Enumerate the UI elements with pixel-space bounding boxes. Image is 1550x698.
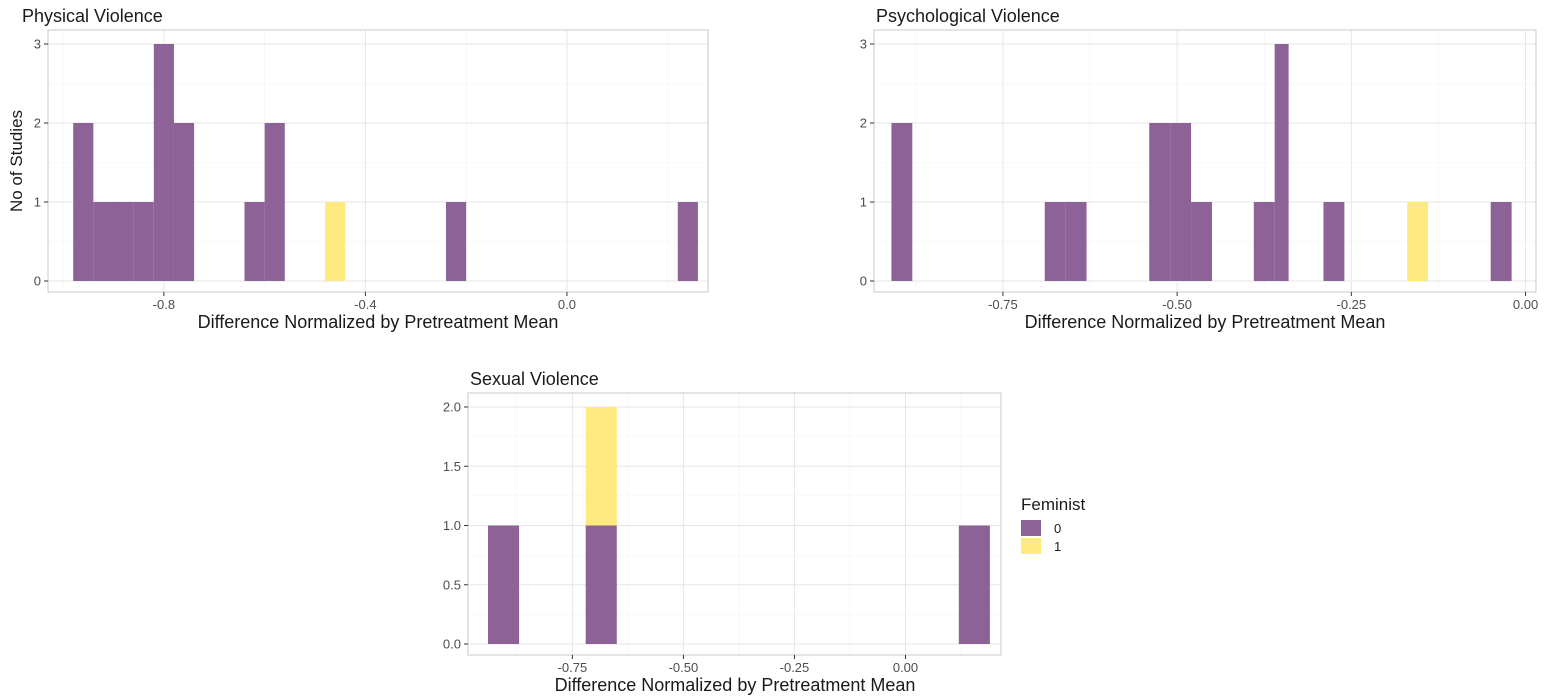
x-axis-title: Difference Normalized by Pretreatment Me…: [555, 675, 916, 695]
panel-title: Physical Violence: [22, 6, 163, 26]
x-axis-ticks: -0.8 -0.4 0.0: [153, 292, 576, 312]
legend-swatch-1: [1021, 538, 1041, 554]
legend: Feminist 0 1: [1021, 495, 1086, 554]
bar-feminist-0: [93, 202, 113, 281]
bar-feminist-0: [586, 526, 617, 645]
x-axis-ticks: -0.75 -0.50 -0.25 0.00: [988, 292, 1538, 312]
y-axis-title: No of Studies: [7, 110, 26, 212]
x-axis-title: Difference Normalized by Pretreatment Me…: [1025, 312, 1386, 332]
y-tick-label: 1.5: [443, 459, 461, 474]
x-tick-label: -0.25: [1337, 297, 1367, 312]
y-tick-label: 3: [34, 37, 41, 52]
bar-feminist-0: [1275, 44, 1289, 281]
x-tick-label: -0.8: [153, 297, 175, 312]
bar-feminist-1: [586, 407, 617, 526]
bar-feminist-0: [1323, 202, 1344, 281]
y-axis-ticks: 0 1 2 3: [34, 37, 48, 289]
bar-feminist-0: [1191, 202, 1212, 281]
legend-title: Feminist: [1021, 495, 1086, 514]
x-tick-label: -0.50: [1162, 297, 1192, 312]
bar-feminist-0: [244, 202, 264, 281]
bar-feminist-0: [134, 202, 154, 281]
y-axis-ticks: 0 1 2 3: [860, 37, 874, 289]
x-tick-label: 0.00: [1513, 297, 1538, 312]
y-tick-label: 0.5: [443, 577, 461, 592]
panel-border: [468, 393, 1001, 655]
x-axis-title: Difference Normalized by Pretreatment Me…: [198, 312, 559, 332]
y-tick-label: 0.0: [443, 637, 461, 652]
y-tick-label: 0: [860, 274, 867, 289]
x-tick-label: -0.75: [558, 660, 588, 675]
x-tick-label: -0.50: [669, 660, 699, 675]
y-tick-label: 1.0: [443, 518, 461, 533]
y-tick-label: 1: [34, 195, 41, 210]
bar-feminist-0: [446, 202, 466, 281]
legend-swatch-0: [1021, 520, 1041, 536]
y-tick-label: 2: [34, 116, 41, 131]
bar-feminist-0: [959, 526, 990, 645]
y-tick-label: 1: [860, 195, 867, 210]
y-tick-label: 3: [860, 37, 867, 52]
bar-feminist-1: [325, 202, 345, 281]
x-tick-label: -0.25: [780, 660, 810, 675]
bar-feminist-0: [113, 202, 133, 281]
bar-feminist-0: [1491, 202, 1512, 281]
bar-feminist-0: [1170, 123, 1191, 281]
bar-feminist-0: [678, 202, 698, 281]
x-tick-label: 0.0: [558, 297, 576, 312]
bar-feminist-0: [891, 123, 912, 281]
x-tick-label: -0.4: [354, 297, 376, 312]
panel-physical-violence: Physical Violence -0.8 -0.4 0.0 0 1 2 3 Diffe…: [7, 6, 708, 332]
grid: [468, 393, 1001, 655]
legend-label-0: 0: [1054, 521, 1061, 536]
bar-feminist-0: [73, 123, 93, 281]
x-tick-label: -0.75: [988, 297, 1018, 312]
y-tick-label: 2.0: [443, 400, 461, 415]
bar-feminist-0: [1254, 202, 1275, 281]
bar-feminist-0: [1045, 202, 1066, 281]
bar-feminist-0: [1066, 202, 1087, 281]
panel-sexual-violence: Sexual Violence -0.75 -0.50 -0.25 0.00 0.00…: [443, 369, 1001, 695]
bar-feminist-0: [174, 123, 194, 281]
bar-feminist-1: [1407, 202, 1428, 281]
legend-label-1: 1: [1054, 539, 1061, 554]
x-tick-label: 0.00: [893, 660, 918, 675]
panel-title: Sexual Violence: [470, 369, 599, 389]
y-tick-label: 0: [34, 274, 41, 289]
bar-feminist-0: [265, 123, 285, 281]
y-axis-ticks: 0.0 0.5 1.0 1.5 2.0: [443, 400, 468, 652]
bar-feminist-0: [1149, 123, 1170, 281]
bar-feminist-0: [154, 44, 174, 281]
x-axis-ticks: -0.75 -0.50 -0.25 0.00: [558, 655, 919, 675]
y-tick-label: 2: [860, 116, 867, 131]
panel-title: Psychological Violence: [876, 6, 1060, 26]
panel-psychological-violence: Psychological Violence -0.75 -0.50 -0.25 0.…: [860, 6, 1538, 332]
bar-feminist-0: [488, 526, 519, 645]
